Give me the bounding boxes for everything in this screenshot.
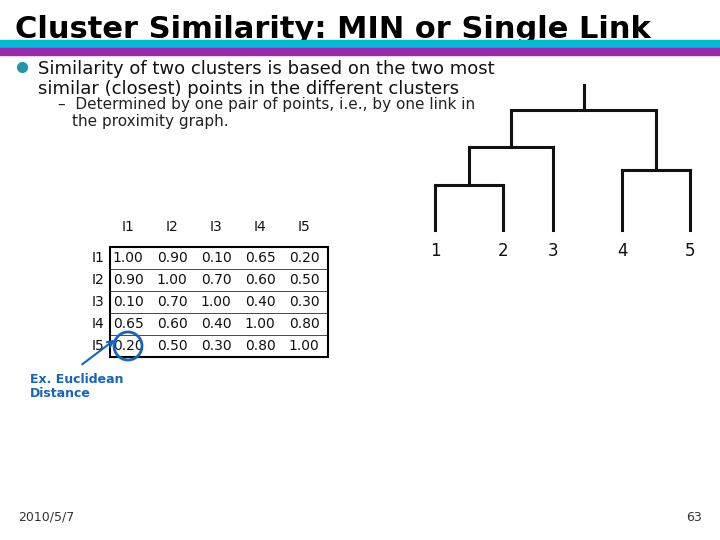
Text: 1.00: 1.00	[289, 339, 320, 353]
Text: I2: I2	[166, 220, 179, 234]
Text: 0.70: 0.70	[157, 295, 187, 309]
Text: 0.90: 0.90	[157, 251, 187, 265]
Text: 0.60: 0.60	[245, 273, 275, 287]
Text: 0.80: 0.80	[289, 317, 320, 331]
Text: 1.00: 1.00	[201, 295, 231, 309]
Text: 0.80: 0.80	[245, 339, 275, 353]
Text: 0.60: 0.60	[157, 317, 187, 331]
Text: 0.10: 0.10	[201, 251, 231, 265]
Text: 3: 3	[548, 242, 558, 260]
Text: I2: I2	[91, 273, 104, 287]
Text: I3: I3	[210, 220, 222, 234]
Text: 0.30: 0.30	[289, 295, 319, 309]
Bar	[0, 40, 720, 47]
Text: 4: 4	[617, 242, 627, 260]
Text: I4: I4	[91, 317, 104, 331]
Text: similar (closest) points in the different clusters: similar (closest) points in the differen…	[38, 80, 459, 98]
Text: [Chapter 8 . 3 . 2 ,  page 519]: [Chapter 8 . 3 . 2 , page 519]	[534, 43, 710, 56]
Text: I3: I3	[91, 295, 104, 309]
Text: 0.50: 0.50	[157, 339, 187, 353]
Text: I5: I5	[297, 220, 310, 234]
Text: 1.00: 1.00	[245, 317, 275, 331]
Text: 2: 2	[498, 242, 508, 260]
Text: I1: I1	[91, 251, 104, 265]
Text: Cluster Similarity: MIN or Single Link: Cluster Similarity: MIN or Single Link	[15, 15, 651, 44]
Text: 0.20: 0.20	[113, 339, 143, 353]
Text: I4: I4	[253, 220, 266, 234]
Text: Ex. Euclidean: Ex. Euclidean	[30, 373, 124, 386]
Text: Distance: Distance	[30, 387, 91, 400]
Bar	[0, 48, 720, 55]
Text: 5: 5	[685, 242, 696, 260]
Text: 0.40: 0.40	[201, 317, 231, 331]
Bar	[110, 247, 328, 357]
Text: 0.90: 0.90	[112, 273, 143, 287]
Text: I1: I1	[122, 220, 135, 234]
Text: 0.10: 0.10	[112, 295, 143, 309]
Text: 1: 1	[430, 242, 441, 260]
Text: 0.50: 0.50	[289, 273, 319, 287]
Text: 0.65: 0.65	[245, 251, 275, 265]
Text: 0.30: 0.30	[201, 339, 231, 353]
Text: Similarity of two clusters is based on the two most: Similarity of two clusters is based on t…	[38, 60, 495, 78]
Text: 0.70: 0.70	[201, 273, 231, 287]
Text: the proximity graph.: the proximity graph.	[72, 114, 229, 129]
Text: –  Determined by one pair of points, i.e., by one link in: – Determined by one pair of points, i.e.…	[58, 97, 475, 112]
Text: I5: I5	[91, 339, 104, 353]
Text: 0.20: 0.20	[289, 251, 319, 265]
Text: 2010/5/7: 2010/5/7	[18, 511, 74, 524]
Text: 1.00: 1.00	[157, 273, 187, 287]
Text: 0.65: 0.65	[112, 317, 143, 331]
Text: 63: 63	[686, 511, 702, 524]
Text: 0.40: 0.40	[245, 295, 275, 309]
Text: 1.00: 1.00	[112, 251, 143, 265]
